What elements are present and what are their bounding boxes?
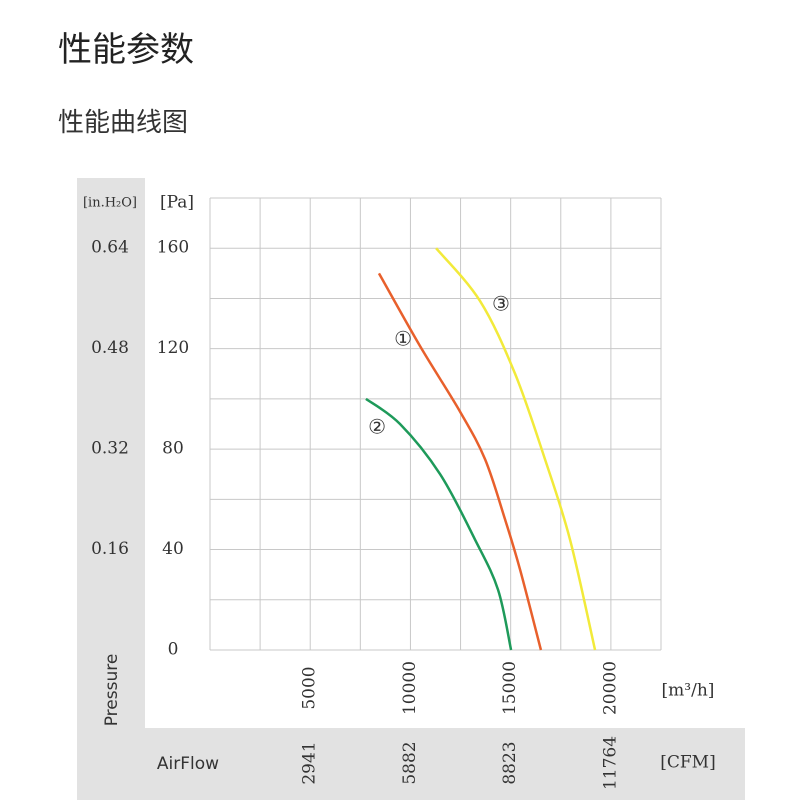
x-tick-label: 20000 — [600, 661, 620, 715]
curve-label: ③ — [492, 291, 510, 315]
curve-label: ① — [394, 327, 412, 351]
y-tick-label: 120 — [157, 338, 189, 358]
side-band — [77, 178, 145, 800]
y2-unit: [in.H₂O] — [83, 196, 137, 211]
x-tick-label: 15000 — [500, 661, 520, 715]
y-unit: [Pa] — [160, 193, 194, 213]
x2-tick-label: 11764 — [600, 736, 620, 790]
page-subtitle: 性能曲线图 — [58, 108, 189, 138]
y-title: Pressure — [102, 654, 122, 727]
y2-tick-label: 0.48 — [91, 338, 129, 358]
y2-tick-label: 0.64 — [91, 238, 129, 258]
curve — [435, 247, 597, 651]
bottom-band — [77, 728, 745, 800]
y-tick-label: 160 — [157, 238, 189, 258]
curve — [377, 272, 543, 651]
x-title: AirFlow — [157, 754, 219, 774]
y2-tick-label: 0.16 — [91, 539, 129, 559]
page-title: 性能参数 — [58, 30, 194, 70]
curve-label: ② — [368, 415, 386, 439]
x-tick-label: 5000 — [300, 666, 320, 709]
y-tick-label: 40 — [162, 539, 184, 559]
x2-tick-label: 2941 — [300, 741, 320, 784]
y2-tick-label: 0.32 — [91, 439, 129, 459]
x2-tick-label: 5882 — [400, 741, 420, 784]
x-unit: [m³/h] — [662, 681, 715, 701]
x-tick-label: 10000 — [400, 661, 420, 715]
x2-unit: [CFM] — [660, 753, 715, 773]
y-tick-label: 80 — [162, 439, 184, 459]
y-tick-label: 0 — [168, 640, 179, 660]
x2-tick-label: 8823 — [500, 741, 520, 784]
curve — [365, 397, 513, 651]
